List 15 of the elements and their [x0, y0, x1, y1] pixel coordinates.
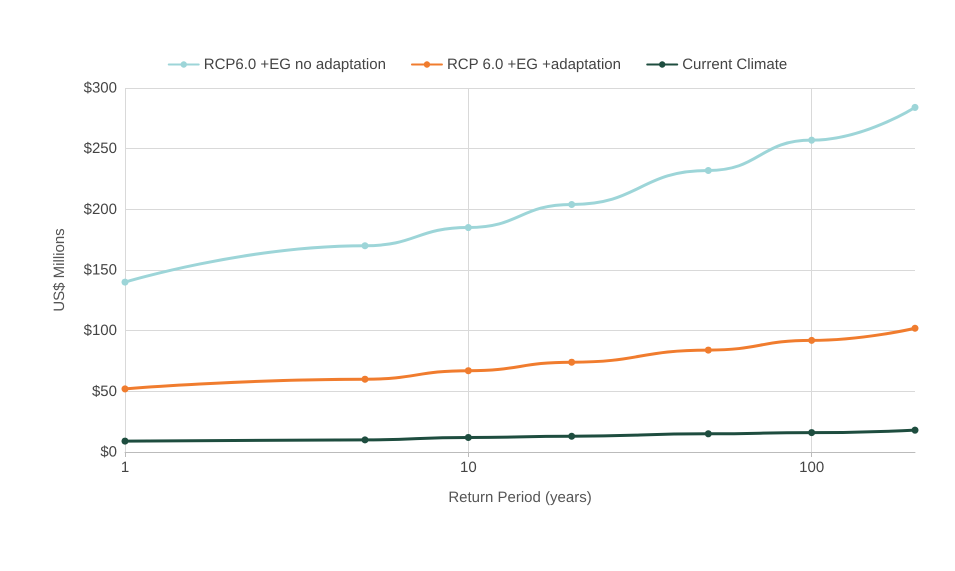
legend-label: RCP 6.0 +EG +adaptation [446, 56, 621, 73]
x-tick-label: 100 [799, 459, 824, 476]
x-tick-label: 1 [120, 459, 130, 476]
y-tick-label: $100 [84, 322, 117, 340]
y-tick-label: $50 [92, 382, 117, 400]
x-axis-title: Return Period (years) [448, 489, 592, 506]
y-axis-title: US$ Millions [51, 228, 68, 312]
x-tick-label: 10 [460, 459, 477, 476]
y-tick-label: $250 [84, 140, 117, 158]
y-tick-label: $200 [84, 200, 117, 218]
y-tick-label: $0 [100, 444, 117, 460]
legend-label: Current Climate [682, 56, 788, 73]
y-tick-label: $150 [84, 262, 117, 278]
legend-label: RCP6.0 +EG no adaptation [204, 56, 386, 73]
y-tick-label: $300 [84, 80, 117, 96]
